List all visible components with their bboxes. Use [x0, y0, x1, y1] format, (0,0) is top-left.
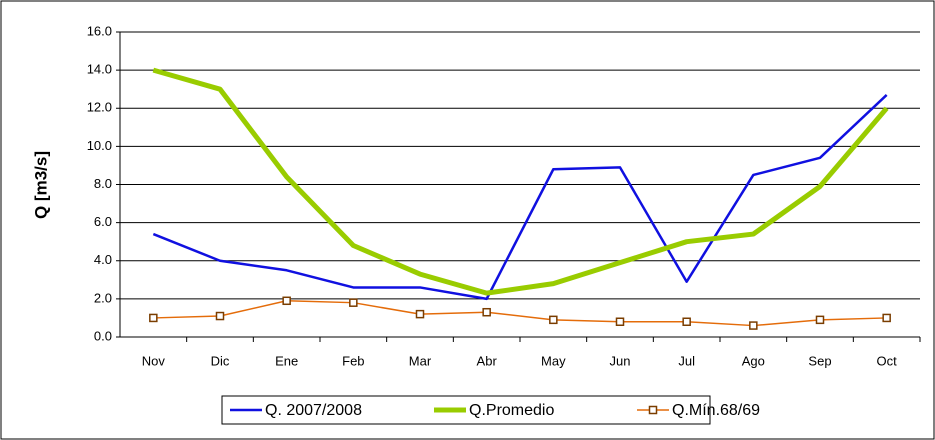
- y-tick-label: 2.0: [94, 290, 112, 305]
- point-marker: [415, 309, 425, 319]
- x-tick-label: Ene: [275, 353, 298, 368]
- point-marker: [682, 317, 691, 326]
- y-axis-label: Q [m3/s]: [31, 151, 50, 219]
- x-tick-label: May: [541, 353, 566, 368]
- point-marker: [149, 313, 158, 323]
- point-marker: [349, 298, 358, 307]
- y-tick-label: 6.0: [94, 214, 112, 229]
- legend-label: Q. 2007/2008: [265, 402, 362, 419]
- x-tick-label: Jul: [678, 353, 695, 368]
- legend-label: Q.Mín.68/69: [672, 402, 760, 419]
- x-tick-label: Jun: [610, 353, 631, 368]
- point-marker: [549, 315, 558, 325]
- x-tick-label: Feb: [342, 353, 364, 368]
- point-marker: [815, 315, 825, 325]
- x-tick-label: Mar: [409, 353, 432, 368]
- y-tick-label: 0.0: [94, 328, 112, 343]
- series-line: [153, 300, 887, 327]
- x-tick-label: Sep: [808, 353, 831, 368]
- x-tick-label: Dic: [211, 353, 230, 368]
- point-marker: [749, 321, 758, 330]
- point-marker: [215, 311, 225, 321]
- y-tick-label: 8.0: [94, 176, 112, 191]
- series-line: [152, 67, 889, 296]
- point-marker: [615, 317, 625, 326]
- point-marker: [882, 313, 891, 323]
- legend-marker: [648, 405, 658, 415]
- y-tick-label: 10.0: [87, 138, 112, 153]
- y-tick-label: 14.0: [87, 62, 112, 77]
- point-marker: [482, 307, 491, 317]
- y-tick-label: 16.0: [87, 23, 112, 38]
- point-marker: [282, 296, 291, 306]
- x-tick-label: Ago: [742, 353, 765, 368]
- x-tick-label: Oct: [877, 353, 898, 368]
- x-tick-label: Abr: [477, 353, 498, 368]
- x-tick-label: Nov: [142, 353, 166, 368]
- y-tick-label: 12.0: [87, 100, 112, 115]
- y-tick-label: 4.0: [94, 252, 112, 267]
- legend-label: Q.Promedio: [469, 402, 554, 419]
- series-line: [152, 93, 888, 301]
